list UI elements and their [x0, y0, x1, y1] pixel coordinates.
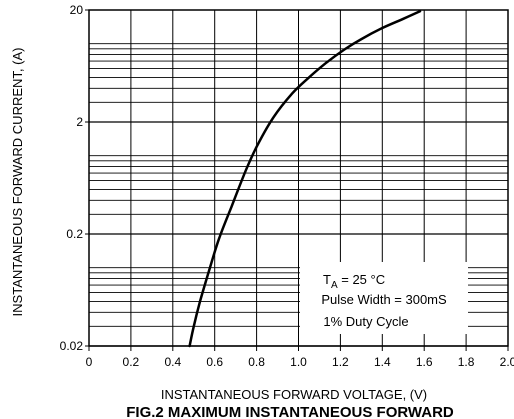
x-tick-label: 1.6	[416, 355, 433, 369]
conditions-box-bg	[300, 262, 468, 334]
y-tick-label: 2	[76, 115, 83, 129]
x-tick-label: 0.6	[206, 355, 223, 369]
x-tick-label: 2.0	[500, 355, 514, 369]
conditions-line-1: TA = 25 °C	[323, 272, 385, 291]
conditions-line-3: 1% Duty Cycle	[323, 314, 408, 329]
x-tick-labels: 0 0.2 0.4 0.6 0.8 1.0 1.2 1.4 1.6 1.8 2.0	[86, 346, 514, 369]
x-tick-label: 0.4	[164, 355, 181, 369]
conditions-line-2: Pulse Width = 300mS	[321, 292, 447, 307]
conditions-box: TA = 25 °C Pulse Width = 300mS 1% Duty C…	[300, 262, 468, 334]
y-tick-label: 0.02	[60, 339, 84, 353]
x-tick-label: 1.2	[332, 355, 349, 369]
y-axis-title: INSTANTANEOUS FORWARD CURRENT, (A)	[10, 48, 25, 317]
y-tick-label: 20	[70, 3, 84, 17]
forward-current-curve	[188, 9, 422, 348]
x-tick-label: 0	[86, 355, 93, 369]
x-tick-label: 0.8	[248, 355, 265, 369]
x-axis-title: INSTANTANEOUS FORWARD VOLTAGE, (V)	[161, 387, 427, 402]
y-tick-labels: 0.02 0.2 2 20	[60, 3, 89, 353]
x-tick-label: 0.2	[123, 355, 140, 369]
y-tick-label: 0.2	[66, 227, 83, 241]
x-tick-label: 1.0	[290, 355, 307, 369]
x-tick-label: 1.4	[374, 355, 391, 369]
x-tick-label: 1.8	[458, 355, 475, 369]
figure-caption: FIG.2 MAXIMUM INSTANTANEOUS FORWARD	[126, 404, 454, 419]
